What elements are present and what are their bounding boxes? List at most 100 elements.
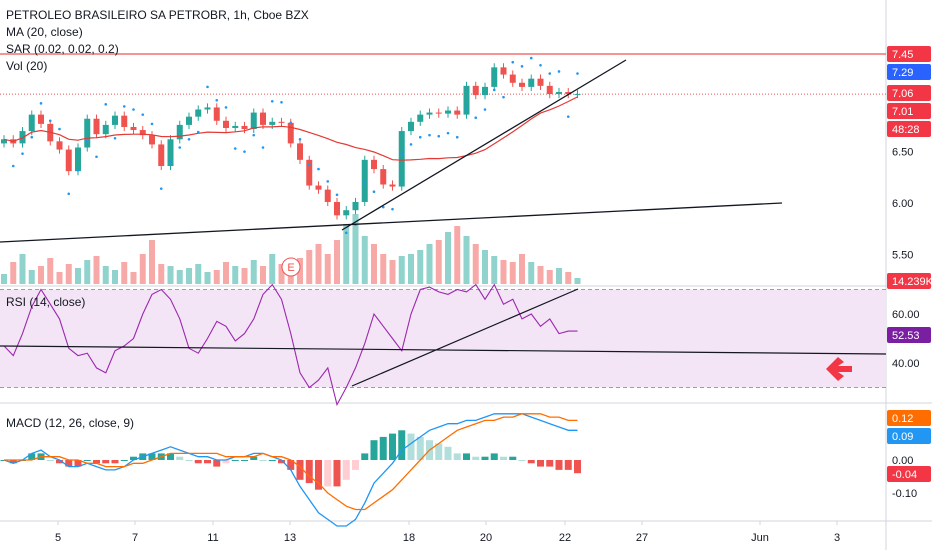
candle-body: [38, 114, 44, 124]
candle-body: [1, 139, 7, 144]
candle-body: [445, 110, 451, 114]
volume-bar: [361, 236, 368, 284]
volume-bar: [306, 250, 313, 284]
candle-body: [371, 159, 377, 170]
rsi-tick-label: 60.00: [892, 309, 920, 321]
candle-body: [380, 169, 387, 185]
sar-dot: [178, 146, 182, 149]
earnings-badge-label: E: [287, 262, 294, 274]
candle-body: [28, 114, 35, 132]
macd-histogram-bar: [324, 460, 332, 487]
macd-histogram-bar: [176, 456, 184, 460]
macd-histogram-bar: [555, 460, 563, 470]
volume-bar: [102, 266, 109, 284]
chart-title[interactable]: PETROLEO BRASILEIRO SA PETROBR, 1h, Cboe…: [6, 8, 309, 22]
sar-dot: [446, 131, 450, 135]
sar-dot: [483, 108, 487, 111]
ma-legend[interactable]: MA (20, close): [6, 25, 83, 39]
macd-histogram-bar: [564, 460, 572, 470]
price-marker-7-29-label: 7.29: [892, 67, 913, 79]
candle-body: [426, 112, 433, 115]
sar-dot: [196, 130, 200, 134]
macd-histogram-bar: [463, 453, 470, 460]
macd-histogram-bar: [407, 433, 415, 460]
volume-legend[interactable]: Vol (20): [6, 59, 48, 73]
candle-body: [84, 118, 91, 148]
volume-bar: [537, 266, 544, 284]
volume-bar: [546, 270, 553, 284]
candle-body: [297, 143, 303, 160]
sar-dot: [280, 100, 283, 104]
sar-dot: [252, 133, 256, 137]
sar-dot: [502, 95, 505, 99]
candle-body: [537, 78, 544, 86]
earnings-badge: [281, 257, 301, 277]
sar-dot: [492, 88, 496, 92]
sar-dot: [67, 192, 71, 196]
macd-histogram-bar: [352, 460, 359, 470]
volume-bar: [426, 244, 433, 284]
macd-histogram-bar: [194, 460, 202, 464]
macd-histogram-bar: [527, 460, 535, 464]
rsi-tick-label: 40.00: [892, 358, 920, 370]
candle-body: [250, 112, 257, 130]
candle-body: [556, 92, 562, 95]
sar-dot: [224, 106, 228, 109]
volume-bar: [435, 240, 442, 284]
price-tick-label: 5.50: [892, 249, 913, 261]
macd-histogram-bar: [167, 453, 174, 460]
volume-bar: [565, 272, 572, 284]
sar-dot: [363, 181, 367, 184]
macd-label[interactable]: MACD (12, 26, close, 9): [6, 416, 135, 430]
volume-bar: [315, 244, 322, 284]
volume-bar: [500, 260, 507, 284]
time-axis-label: 7: [132, 532, 138, 544]
sar-dot: [372, 190, 376, 193]
countdown-marker: [887, 121, 931, 137]
candle-body: [565, 92, 572, 95]
macd-histogram-bar: [222, 460, 230, 464]
candle-body: [398, 131, 405, 187]
volume-bar: [278, 264, 285, 284]
volume-bar: [417, 250, 424, 284]
macd-histogram-bar: [296, 460, 304, 480]
candle-body: [546, 85, 553, 95]
sar-dot: [11, 164, 15, 168]
time-axis-label: 27: [636, 532, 648, 544]
candle-body: [65, 149, 72, 172]
volume-bar: [352, 214, 359, 284]
sar-dot: [159, 187, 163, 190]
macd-histogram-bar: [46, 460, 54, 461]
candle-body: [241, 125, 248, 130]
macd-histogram-bar: [305, 460, 313, 484]
volume-bar: [241, 268, 248, 284]
sar-dot: [141, 113, 145, 116]
sar-dot: [150, 122, 154, 126]
macd-tick-label: -0.10: [892, 488, 917, 500]
macd-histogram-bar: [148, 453, 156, 460]
sar-legend[interactable]: SAR (0.02, 0.02, 0.2): [6, 42, 119, 56]
macd-histogram-bar: [398, 430, 406, 460]
volume-bar: [75, 268, 81, 284]
sar-dot: [511, 60, 515, 64]
macd-histogram-bar: [93, 460, 100, 464]
macd-marker: [887, 428, 931, 444]
macd-legend: MACD (12, 26, close, 9): [6, 415, 134, 432]
volume-bar: [65, 264, 72, 284]
volume-bar: [28, 270, 35, 284]
candle-body: [56, 141, 63, 150]
volume-bar: [158, 264, 165, 284]
sar-dot: [400, 152, 404, 155]
candle-body: [306, 159, 313, 186]
volume-bar: [93, 256, 100, 284]
time-axis-label: 3: [834, 532, 840, 544]
sar-dot: [243, 150, 246, 153]
volume-bar: [454, 226, 461, 284]
macd-histogram-bar: [453, 453, 461, 460]
rsi-label[interactable]: RSI (14, close): [6, 295, 86, 309]
volume-bar: [112, 270, 118, 284]
volume-bar: [482, 250, 488, 284]
macd-histogram-bar: [241, 460, 248, 461]
